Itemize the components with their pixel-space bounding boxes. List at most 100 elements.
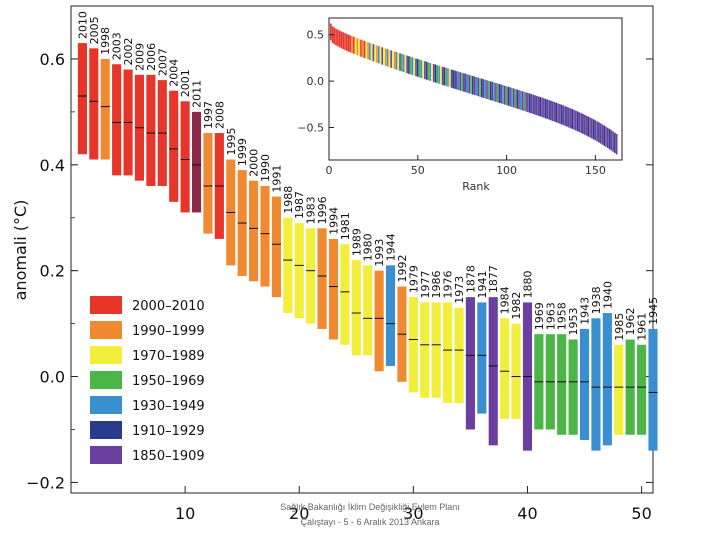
inset-bar: [432, 64, 435, 83]
inset-bar: [608, 128, 611, 150]
year-label: 1988: [282, 186, 295, 214]
inset-bar: [397, 52, 400, 71]
inset-bar: [578, 112, 581, 133]
legend-swatch: [90, 421, 122, 439]
inset-bar: [598, 122, 600, 143]
inset-x-tick-label: 100: [496, 164, 517, 177]
inset-chart: 0.5 0.0 −0.5 0 50 100 150 Rank: [297, 17, 623, 193]
year-label: 1979: [407, 265, 420, 293]
inset-bar: [447, 68, 449, 87]
inset-bar: [337, 29, 339, 47]
inset-bar: [406, 55, 408, 74]
y-axis-title: anomali (°C): [11, 200, 30, 301]
y-tick-label: −0.2: [26, 473, 65, 492]
year-label: 1880: [521, 270, 534, 298]
year-label: 1969: [533, 302, 546, 330]
legend-swatch: [90, 371, 122, 389]
inset-bar: [402, 54, 405, 73]
range-bar: [363, 265, 373, 356]
inset-bars-group: [329, 23, 618, 155]
inset-bar: [473, 76, 476, 96]
inset-bar: [409, 56, 412, 75]
range-bar: [260, 185, 270, 287]
inset-bar: [329, 23, 332, 41]
year-label: 1878: [464, 265, 477, 293]
plot-frame: [70, 5, 654, 494]
inset-bar: [553, 102, 556, 122]
inset-bar: [466, 74, 469, 93]
year-label: 1977: [419, 270, 432, 298]
inset-bar: [416, 59, 419, 77]
inset-bar: [543, 98, 545, 118]
inset-bar: [560, 104, 563, 125]
legend-label: 1930–1949: [132, 399, 205, 414]
inset-bar: [438, 65, 440, 84]
inset-bar: [445, 67, 447, 87]
inset-bar: [370, 43, 373, 61]
inset-bar: [454, 70, 456, 89]
inset-bar: [546, 99, 549, 120]
inset-bar: [539, 97, 542, 117]
legend-swatch: [90, 346, 122, 364]
inset-bar: [523, 91, 526, 111]
inset-bar: [393, 51, 396, 70]
year-label: 1990: [259, 154, 272, 182]
year-label: 1943: [579, 297, 592, 325]
year-label: 2011: [191, 80, 204, 108]
year-label: 1938: [590, 286, 603, 314]
inset-bar: [429, 62, 432, 81]
year-label: 2004: [168, 59, 181, 87]
range-bar: [306, 228, 316, 324]
inset-bar: [408, 56, 410, 74]
inset-bar: [573, 109, 575, 130]
x-tick-label: 50: [631, 504, 651, 523]
inset-bar: [532, 94, 535, 114]
inset-bar: [436, 65, 439, 84]
year-label: 1877: [487, 265, 500, 293]
range-bar: [294, 223, 304, 319]
year-label: 2001: [179, 69, 192, 97]
range-bar: [191, 111, 202, 213]
legend-label: 1950–1969: [132, 374, 205, 389]
inset-bar: [349, 35, 352, 53]
inset-bar: [338, 30, 341, 48]
inset-bar: [537, 96, 540, 116]
inset-bar: [480, 78, 483, 98]
inset-bar: [509, 87, 511, 107]
inset-bar: [392, 50, 394, 69]
inset-bar: [495, 82, 497, 102]
inset-bar: [390, 50, 392, 68]
footer-caption: Sağlık Bakanlığı İklim Değişikliği Eylem…: [250, 500, 490, 530]
inset-bar: [544, 98, 547, 119]
inset-bar: [551, 101, 554, 121]
legend-label: 1850–1909: [132, 449, 205, 464]
year-label: 1994: [327, 207, 340, 235]
inset-bar: [434, 64, 437, 83]
footer-line-1: Sağlık Bakanlığı İklim Değişikliği Eylem…: [280, 502, 460, 512]
inset-bar: [518, 90, 520, 110]
inset-bar: [365, 41, 368, 59]
year-label: 1997: [202, 101, 215, 129]
inset-bar: [486, 80, 488, 100]
year-label: 1984: [499, 286, 512, 314]
year-label: 1995: [225, 128, 238, 156]
inset-bar: [614, 132, 616, 154]
range-bar: [420, 302, 430, 398]
inset-bar: [592, 119, 595, 140]
year-label: 2007: [156, 48, 169, 76]
inset-bar: [344, 33, 346, 50]
legend: 2000–2010 1990–1999 1970–1989 1950–1969 1930…: [90, 296, 205, 464]
inset-bar: [399, 53, 401, 71]
year-label: 2005: [88, 16, 101, 44]
inset-bar: [571, 109, 574, 129]
inset-bar: [468, 74, 471, 94]
inset-bar: [381, 47, 384, 65]
inset-bar: [333, 27, 336, 45]
year-label: 1981: [339, 212, 352, 240]
range-bar: [180, 101, 190, 213]
year-label: 1993: [373, 239, 386, 267]
legend-swatch: [90, 321, 122, 339]
year-label: 2006: [145, 43, 158, 71]
year-label: 2002: [122, 38, 135, 66]
range-bar: [431, 302, 441, 398]
